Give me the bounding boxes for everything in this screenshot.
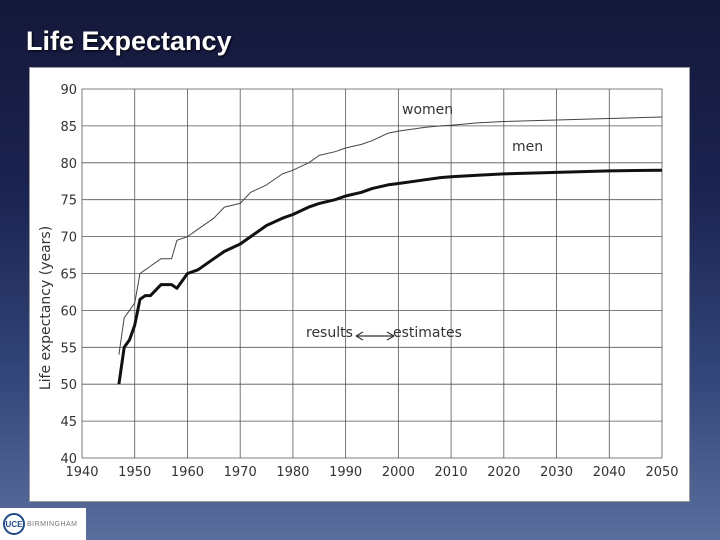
- y-tick-label: 65: [60, 268, 77, 283]
- women-label: women: [402, 102, 453, 118]
- x-tick-label: 2000: [382, 465, 415, 480]
- double-arrow-icon: [355, 331, 395, 341]
- y-tick-label: 60: [60, 304, 77, 319]
- university-logo: UCE BIRMINGHAM: [0, 508, 86, 540]
- logo-text: BIRMINGHAM: [27, 520, 78, 528]
- x-tick-label: 2030: [540, 465, 573, 480]
- series-lines: [117, 116, 663, 385]
- y-tick-label: 40: [60, 452, 77, 467]
- y-tick-label: 55: [60, 341, 77, 356]
- men-label: men: [512, 139, 543, 155]
- x-tick-label: 2020: [487, 465, 520, 480]
- x-tick-label: 1970: [224, 465, 257, 480]
- life-expectancy-chart: 1940 1950 1960 1970 1980 1990 2000 2010 2020 2030…: [38, 83, 679, 480]
- x-tick-label: 1950: [118, 465, 151, 480]
- x-tick-label: 1980: [276, 465, 309, 480]
- grid: [81, 88, 663, 459]
- chart-frame: 1940 1950 1960 1970 1980 1990 2000 2010 2020 2030…: [29, 67, 690, 502]
- y-tick-label: 75: [60, 194, 77, 209]
- y-tick-label: 80: [60, 157, 77, 172]
- y-axis-label: Life expectancy (years): [38, 226, 54, 390]
- y-tick-label: 50: [60, 378, 77, 393]
- x-tick-label: 2040: [593, 465, 626, 480]
- y-tick-label: 45: [60, 415, 77, 430]
- y-tick-label: 85: [60, 120, 77, 135]
- slide-title: Life Expectancy: [26, 26, 232, 56]
- y-tick-label: 70: [60, 231, 77, 246]
- x-tick-label: 2010: [435, 465, 468, 480]
- x-tick-label: 1960: [171, 465, 204, 480]
- estimates-label: estimates: [393, 325, 462, 341]
- series-line-women: [118, 116, 663, 355]
- x-tick-label: 2050: [645, 465, 678, 480]
- x-tick-label: 1940: [65, 465, 98, 480]
- series-line-men: [117, 168, 663, 385]
- x-tick-label: 1990: [329, 465, 362, 480]
- tick-labels: 1940 1950 1960 1970 1980 1990 2000 2010 2020 2030…: [60, 83, 678, 480]
- y-tick-label: 90: [60, 83, 77, 98]
- logo-emblem-icon: UCE: [3, 513, 25, 535]
- results-label: results: [306, 325, 353, 341]
